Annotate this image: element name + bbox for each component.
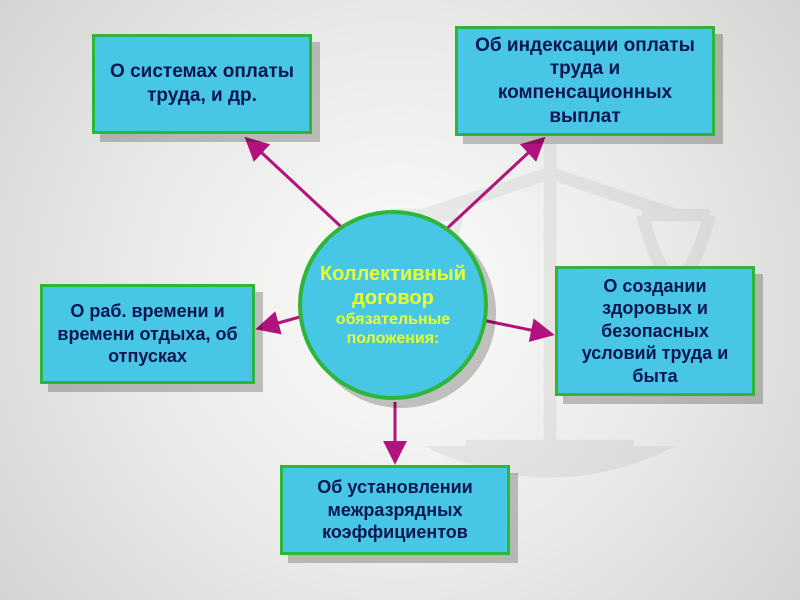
box-safe-conditions: О создании здоровых и безопасных условий… bbox=[555, 266, 755, 396]
center-title: Коллективный договор bbox=[302, 262, 484, 310]
center-circle: Коллективный договор обязательные положе… bbox=[298, 210, 488, 400]
center-subtitle: обязательные положения: bbox=[302, 310, 484, 348]
box-indexation: Об индексации оплаты труда и компенсацио… bbox=[455, 26, 715, 136]
box-coefficients: Об установлении межразрядных коэффициент… bbox=[280, 465, 510, 555]
diagram-canvas: Коллективный договор обязательные положе… bbox=[0, 0, 800, 600]
box-label: Об установлении межразрядных коэффициент… bbox=[293, 476, 497, 544]
box-working-time: О раб. времени и времени отдыха, об отпу… bbox=[40, 284, 255, 384]
box-payment-systems: О системах оплаты труда, и др. bbox=[92, 34, 312, 134]
box-label: Об индексации оплаты труда и компенсацио… bbox=[468, 34, 702, 129]
box-label: О системах оплаты труда, и др. bbox=[105, 60, 299, 108]
box-label: О раб. времени и времени отдыха, об отпу… bbox=[53, 300, 242, 368]
box-label: О создании здоровых и безопасных условий… bbox=[568, 275, 742, 388]
